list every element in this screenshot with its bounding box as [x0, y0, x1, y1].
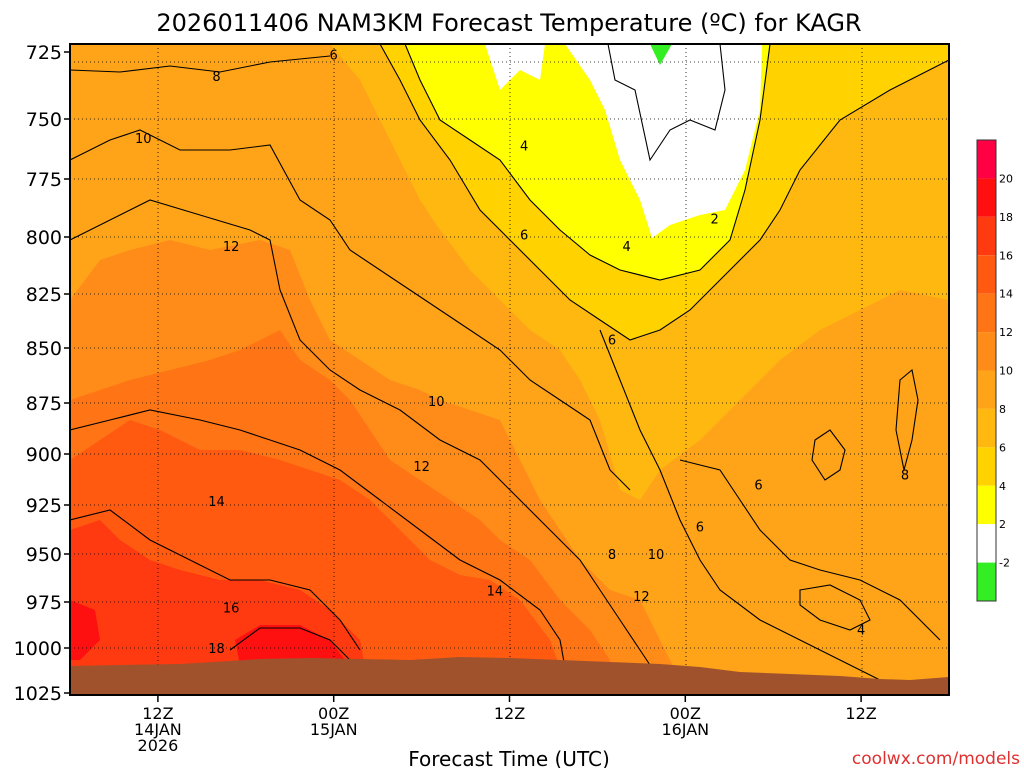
terrain-ground	[70, 657, 949, 695]
contour-label: 4	[857, 624, 865, 639]
colorbar-tick-label: 4	[999, 480, 1006, 493]
contour-label: 6	[696, 521, 704, 536]
y-tick-label: 900	[26, 444, 62, 466]
x-tick-label: 15JAN	[310, 720, 358, 739]
colorbar-band	[977, 370, 996, 409]
grid-lines	[70, 44, 949, 695]
colorbar-band	[977, 408, 996, 448]
band-below-neg2	[650, 44, 672, 65]
y-tick-label: 1000	[14, 638, 62, 660]
contour-label: 8	[608, 548, 616, 563]
colorbar-band	[977, 178, 996, 217]
colorbar-tick-label: 16	[999, 249, 1013, 262]
y-tick-label: 950	[26, 544, 62, 566]
contour-label: 6	[754, 479, 762, 494]
colorbar-band	[977, 332, 996, 371]
contour-label: 4	[623, 240, 631, 255]
contour-label: 16	[223, 602, 240, 617]
chart-title: 2026011406 NAM3KM Forecast Temperature (…	[156, 9, 861, 37]
colorbar-tick-label: 10	[999, 365, 1013, 378]
band-below-2	[485, 44, 762, 238]
x-tick-label: 12Z	[142, 704, 173, 723]
x-tick-label: 14JAN	[134, 720, 182, 739]
colorbar-legend: 20 18 16 14 12 10 8 6 4 2 -2	[976, 139, 1013, 602]
contour-label: 8	[901, 468, 909, 483]
colorbar-tick-label: -2	[999, 557, 1010, 570]
contour-label: 4	[520, 139, 528, 154]
x-tick-label: 12Z	[845, 704, 876, 723]
contour-label: 14	[487, 584, 504, 599]
y-axis-pressure: 725 750 775 800 825 850 875 900 925 950 975 1000 102…	[14, 42, 70, 705]
colorbar-tick-label: 2	[999, 518, 1006, 531]
contour-label: 6	[520, 229, 528, 244]
x-tick-label: 00Z	[318, 704, 349, 723]
y-tick-label: 825	[26, 284, 62, 306]
colorbar-tick-label: 6	[999, 441, 1006, 454]
colorbar-tick-label: 18	[999, 211, 1013, 224]
site-credit: coolwx.com/models	[852, 749, 1020, 768]
contour-label: 12	[633, 590, 650, 605]
x-tick-label: 12Z	[494, 704, 525, 723]
colorbar-band	[977, 293, 996, 333]
plot-area	[70, 44, 949, 695]
colorbar-frame	[976, 139, 997, 602]
contour-labels: 8 6 10 12 4 6 4 2 6 10 12 14 14 16 18 8 10 12 6 6 8 4	[135, 49, 909, 657]
y-tick-label: 925	[26, 495, 62, 517]
colorbar-tick-label: 8	[999, 403, 1006, 416]
contour-lines	[70, 44, 949, 695]
colorbar-tick-label: 12	[999, 326, 1013, 339]
contour-label: 6	[330, 49, 338, 64]
x-tick-label: 2026	[138, 736, 179, 755]
y-tick-label: 850	[26, 338, 62, 360]
contour-label: 10	[135, 132, 152, 147]
colorbar-band	[977, 255, 996, 294]
y-tick-label: 800	[26, 227, 62, 249]
contour-label: 10	[428, 395, 445, 410]
contour-label: 14	[208, 495, 225, 510]
colorbar-band	[977, 447, 996, 486]
colorbar-band	[977, 485, 996, 525]
x-tick-label: 16JAN	[661, 720, 709, 739]
y-tick-label: 725	[26, 42, 62, 64]
y-tick-label: 775	[26, 169, 62, 191]
y-tick-label: 975	[26, 592, 62, 614]
colorbar-tick-label: 20	[999, 172, 1013, 185]
x-tick-label: 00Z	[670, 704, 701, 723]
y-tick-label: 1025	[14, 683, 62, 705]
colorbar-band	[977, 562, 996, 601]
contour-label: 10	[648, 548, 665, 563]
colorbar-band	[977, 524, 996, 563]
colorbar-tick-label: 14	[999, 288, 1013, 301]
colorbar-band	[977, 140, 996, 179]
contour-label: 18	[208, 642, 225, 657]
y-tick-label: 750	[26, 109, 62, 131]
band-18-20	[70, 600, 345, 668]
contour-label: 6	[608, 333, 616, 348]
contour-label: 2	[710, 212, 718, 227]
contour-label: 12	[223, 240, 240, 255]
y-tick-label: 875	[26, 393, 62, 415]
colorbar-band	[977, 216, 996, 256]
contour-label: 12	[413, 460, 430, 475]
contour-label: 8	[212, 70, 220, 85]
x-axis-label: Forecast Time (UTC)	[408, 747, 610, 768]
